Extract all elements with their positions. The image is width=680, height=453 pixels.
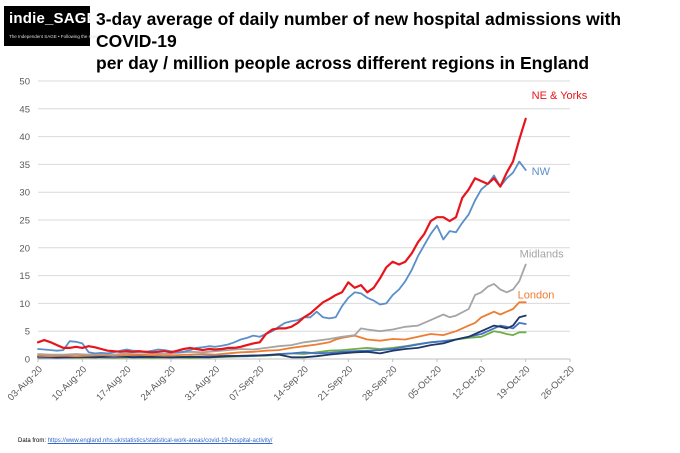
x-tick-label: 21-Sep-20 — [316, 364, 355, 403]
y-tick-label: 10 — [19, 299, 30, 310]
x-tick-label: 12-Oct-20 — [451, 364, 489, 402]
y-tick-label: 50 — [19, 77, 30, 88]
source-link[interactable]: https://www.england.nhs.uk/statistics/st… — [47, 438, 273, 444]
data-source: Data from: https://www.england.nhs.uk/st… — [18, 438, 272, 444]
logo-name: indie_SAGE — [9, 10, 97, 27]
series-label-midlands: Midlands — [520, 248, 565, 260]
series-line-south-east — [37, 314, 527, 359]
x-tick-label: 19-Oct-20 — [495, 364, 533, 402]
x-tick-label: 10-Aug-20 — [50, 364, 89, 403]
y-tick-label: 15 — [19, 271, 30, 282]
series-line-london — [37, 301, 527, 358]
title-line-1: 3-day average of daily number of new hos… — [96, 9, 622, 51]
x-tick-label: 03-Aug-20 — [6, 364, 45, 403]
title-line-2: per day / million people across differen… — [96, 53, 590, 73]
x-tick-label: 17-Aug-20 — [94, 364, 133, 403]
series-label-nw: NW — [532, 166, 551, 178]
y-tick-label: 45 — [19, 104, 30, 115]
x-tick-label: 07-Sep-20 — [227, 364, 266, 403]
series-line-south-west — [37, 330, 527, 359]
x-tick-label: 31-Aug-20 — [183, 364, 222, 403]
series-label-ne-yorks: NE & Yorks — [532, 90, 588, 102]
source-label: Data from: — [18, 438, 47, 444]
y-tick-label: 35 — [19, 160, 30, 171]
x-tick-label: 28-Sep-20 — [360, 364, 399, 403]
x-tick-label: 05-Oct-20 — [406, 364, 444, 402]
indie-sage-logo: indie_SAGE The Independent SAGE • Follow… — [4, 6, 104, 46]
series-line-ne-yorks — [36, 117, 527, 354]
x-tick-label: 26-Oct-20 — [539, 364, 577, 402]
series-label-london: London — [518, 289, 555, 301]
y-tick-label: 0 — [25, 355, 30, 366]
chart-title: 3-day average of daily number of new hos… — [96, 8, 676, 74]
y-tick-label: 5 — [25, 327, 30, 338]
y-tick-label: 30 — [19, 188, 30, 199]
x-tick-label: 14-Sep-20 — [272, 364, 311, 403]
y-tick-label: 40 — [19, 132, 30, 143]
y-tick-label: 20 — [19, 243, 30, 254]
x-tick-label: 24-Aug-20 — [139, 364, 178, 403]
series-line-nw — [37, 160, 527, 355]
logo-tagline: The Independent SAGE • Following the sci… — [9, 34, 104, 39]
y-tick-label: 25 — [19, 216, 30, 227]
